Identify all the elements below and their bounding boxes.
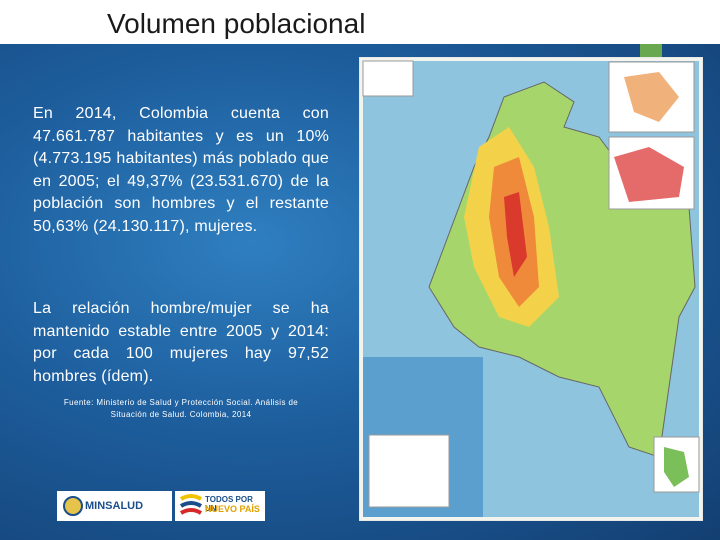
logo-text: NUEVO PAÍS bbox=[205, 504, 260, 514]
logo-gobierno: TODOS POR UN NUEVO PAÍS bbox=[175, 491, 265, 521]
map bbox=[359, 57, 703, 521]
accent bbox=[640, 44, 662, 58]
paragraph: En 2014, Colombia cuenta con 47.661.787 … bbox=[33, 105, 329, 235]
emblem bbox=[179, 494, 203, 515]
logo-minsalud: MINSALUD bbox=[57, 491, 172, 521]
slide-title: Volumen poblacional bbox=[107, 8, 366, 39]
logo-text: MINSALUD bbox=[85, 500, 144, 512]
source: Fuente: Ministerio de Salud y Protección… bbox=[63, 398, 299, 419]
logo-text: TODOS POR UN bbox=[205, 495, 253, 513]
emblem bbox=[63, 496, 83, 516]
title-bar bbox=[0, 0, 720, 44]
paragraph: La relación hombre/mujer se ha mantenido… bbox=[33, 300, 329, 385]
